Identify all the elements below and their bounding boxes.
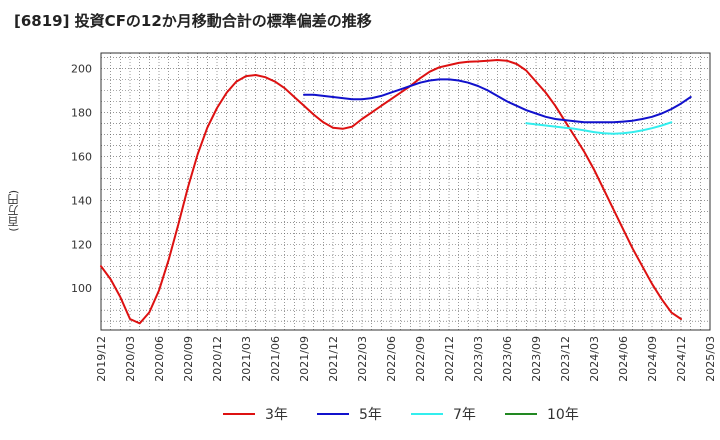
x-tick-label: 2024/03 [588, 336, 601, 382]
legend-label: 10年 [547, 407, 579, 423]
series-layer [100, 59, 692, 325]
series-line-3 [525, 121, 673, 135]
y-tick-label: 140 [71, 194, 92, 207]
x-tick-label: 2023/03 [472, 336, 485, 382]
x-tick-label: 2022/12 [443, 336, 456, 382]
x-tick-label: 2020/12 [211, 336, 224, 382]
x-tick-label: 2021/09 [298, 336, 311, 382]
x-tick-label: 2022/03 [356, 336, 369, 382]
x-tick-label: 2024/09 [646, 336, 659, 382]
x-tick-label: 2024/12 [675, 336, 688, 382]
legend-label: 5年 [359, 407, 382, 423]
plot-frame [100, 52, 711, 331]
x-tick-label: 2024/06 [617, 336, 630, 382]
x-tick-label: 2021/12 [327, 336, 340, 382]
y-tick-label: 160 [71, 150, 92, 163]
x-tick-label: 2022/09 [414, 336, 427, 382]
y-tick-label: 120 [71, 238, 92, 251]
x-tick-label: 2019/12 [95, 336, 108, 382]
grid-layer [100, 53, 711, 330]
x-tick-label: 2021/03 [240, 336, 253, 382]
series-line-2 [303, 78, 692, 124]
y-tick-label: 180 [71, 106, 92, 119]
x-tick-label: 2023/12 [559, 336, 572, 382]
x-tick-label: 2020/03 [124, 336, 137, 382]
x-tick-label: 2020/09 [182, 336, 195, 382]
x-tick-label: 2023/09 [530, 336, 543, 382]
series-line-1 [100, 59, 682, 325]
y-tick-label: 200 [71, 62, 92, 75]
y-tick-label: 100 [71, 282, 92, 295]
legend: 3年 5年 7年 10年 [223, 407, 579, 423]
legend-label: 3年 [265, 407, 288, 423]
axis-layer: 100 120 140 160 180 200 2019/12 2020/03 2020/06 2… [71, 52, 717, 382]
x-tick-label: 2022/06 [385, 336, 398, 382]
chart-title: [6819] 投資CFの12か月移動合計の標準偏差の推移 [14, 12, 372, 30]
x-tick-label: 2020/06 [153, 336, 166, 382]
legend-label: 7年 [453, 407, 476, 423]
x-tick-label: 2025/03 [704, 336, 717, 382]
x-tick-label: 2023/06 [501, 336, 514, 382]
x-tick-label: 2021/06 [269, 336, 282, 382]
